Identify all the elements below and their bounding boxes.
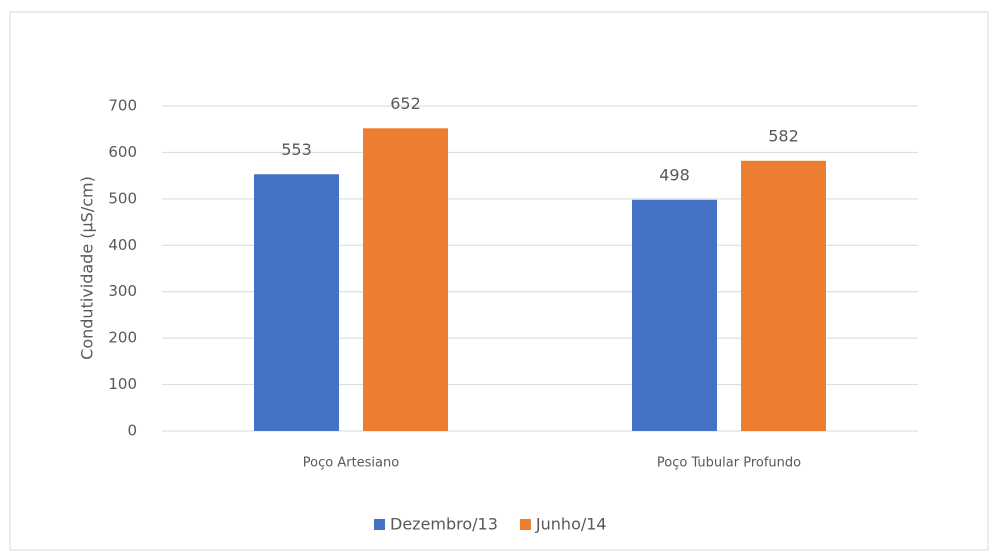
y-tick-label: 200 <box>108 329 137 347</box>
data-label: 553 <box>281 140 312 159</box>
legend-label: Junho/14 <box>535 515 607 534</box>
y-tick-label: 500 <box>108 189 137 207</box>
x-tick-label: Poço Artesiano <box>303 456 399 471</box>
chart-border <box>9 11 989 551</box>
y-axis-label: Condutividade (µS/cm) <box>78 176 97 360</box>
bar <box>363 128 448 432</box>
bar <box>632 199 717 431</box>
legend-swatch <box>519 519 531 530</box>
y-tick-label: 0 <box>127 422 137 440</box>
y-tick-label: 600 <box>108 143 137 161</box>
data-label: 582 <box>768 126 799 145</box>
legend-swatch <box>374 519 385 530</box>
x-tick-label: Poço Tubular Profundo <box>657 456 801 471</box>
y-tick-label: 400 <box>108 236 137 254</box>
bar <box>254 174 339 431</box>
legend-label: Dezembro/13 <box>390 515 498 534</box>
data-label: 498 <box>659 165 690 184</box>
data-label: 652 <box>390 94 421 113</box>
bar <box>741 160 826 432</box>
y-tick-label: 300 <box>108 282 137 300</box>
y-tick-label: 100 <box>108 375 137 393</box>
y-tick-label: 700 <box>108 97 137 115</box>
